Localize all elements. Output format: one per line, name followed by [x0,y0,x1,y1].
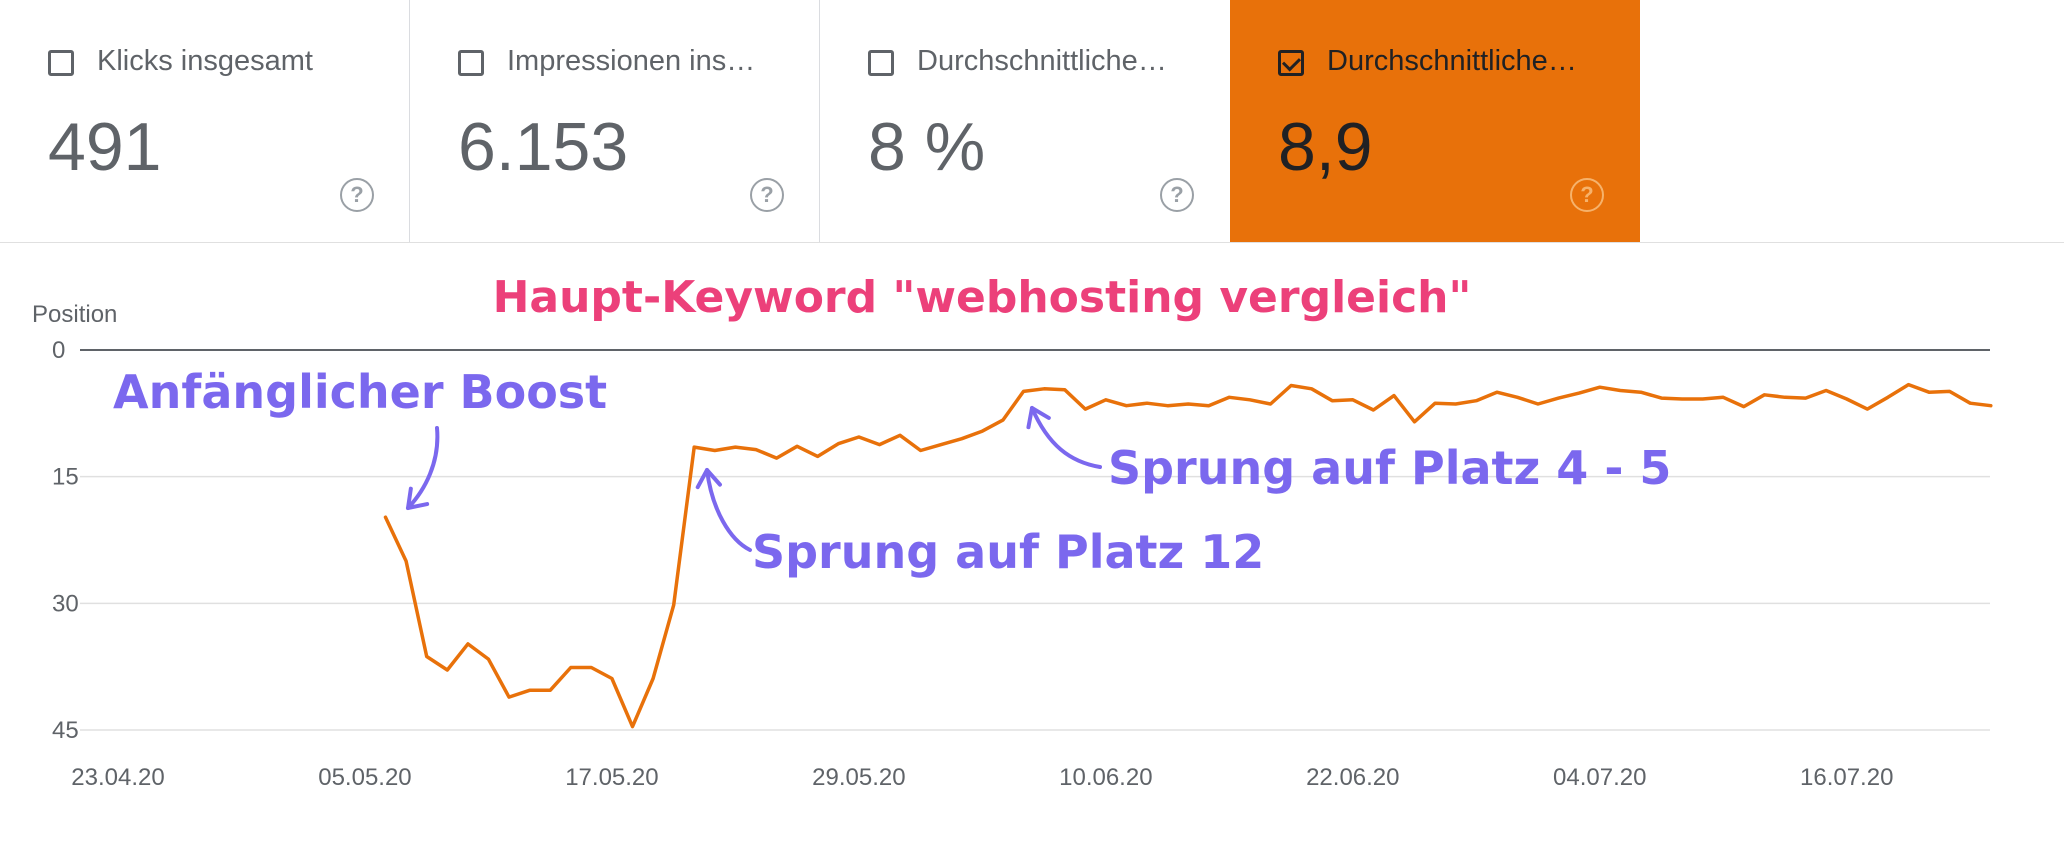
y-tick-labels: 0 15 30 45 [52,337,79,744]
checkbox[interactable] [48,50,74,76]
checkbox-checked[interactable] [1278,50,1304,76]
x-tick-label: 22.06.20 [1306,764,1399,791]
metric-cards: Klicks insgesamt 491 ? Impressionen ins…… [0,0,2064,243]
checkbox[interactable] [868,50,894,76]
annotation-label: Sprung auf Platz 4 - 5 [1108,441,1671,495]
metric-card-ctr[interactable]: Durchschnittliche… 8 % ? [820,0,1230,242]
annotation-arrow [406,426,440,510]
metric-label: Impressionen ins… [507,45,756,77]
x-tick-label: 29.05.20 [812,764,905,791]
metric-label: Durchschnittliche… [917,45,1167,77]
divider [0,242,2064,243]
metric-label: Klicks insgesamt [97,45,313,77]
annotation-arrow [1030,406,1102,469]
metric-value: 6.153 [458,109,629,185]
y-tick-label: 0 [52,337,65,364]
checkbox[interactable] [458,50,484,76]
help-icon[interactable]: ? [750,178,784,212]
x-tick-label: 16.07.20 [1800,764,1893,791]
help-icon[interactable]: ? [1570,178,1604,212]
chart-title: Haupt-Keyword "webhosting vergleich" [493,272,1472,323]
x-tick-label: 17.05.20 [565,764,658,791]
metric-card-klicks[interactable]: Klicks insgesamt 491 ? [0,0,410,242]
annotation-arrow [705,468,752,552]
y-tick-label: 15 [52,464,79,491]
y-axis-label: Position [32,301,117,328]
x-tick-label: 04.07.20 [1553,764,1646,791]
x-tick-label: 05.05.20 [318,764,411,791]
series-position [383,382,1993,729]
metric-value: 8,9 [1278,109,1373,185]
metric-label: Durchschnittliche… [1327,45,1577,77]
annotations: Anfänglicher Boost Sprung auf Platz 12 Spr… [113,365,1671,579]
metric-value: 8 % [868,109,986,185]
x-tick-label: 10.06.20 [1059,764,1152,791]
y-tick-label: 45 [52,717,79,744]
arrow-head [695,468,722,490]
y-tick-label: 30 [52,590,79,617]
position-chart: 0 15 30 45 23.04.20 05.05.20 17.05.20 29.05.20… [32,272,1993,791]
x-tick-labels: 23.04.20 05.05.20 17.05.20 29.05.20 10.06.20… [71,764,1893,791]
arrow-head [406,486,430,510]
gridlines [80,349,1990,731]
annotation-label: Anfänglicher Boost [113,365,607,419]
help-icon[interactable]: ? [1160,178,1194,212]
metric-card-impressionen[interactable]: Impressionen ins… 6.153 ? [410,0,820,242]
metric-card-position[interactable]: Durchschnittliche… 8,9 ? [1230,0,1640,242]
x-tick-label: 23.04.20 [71,764,164,791]
series-line [383,382,1993,729]
metric-value: 491 [48,109,162,185]
annotation-label: Sprung auf Platz 12 [752,525,1264,579]
help-icon[interactable]: ? [340,178,374,212]
arrow-head [1026,406,1051,430]
